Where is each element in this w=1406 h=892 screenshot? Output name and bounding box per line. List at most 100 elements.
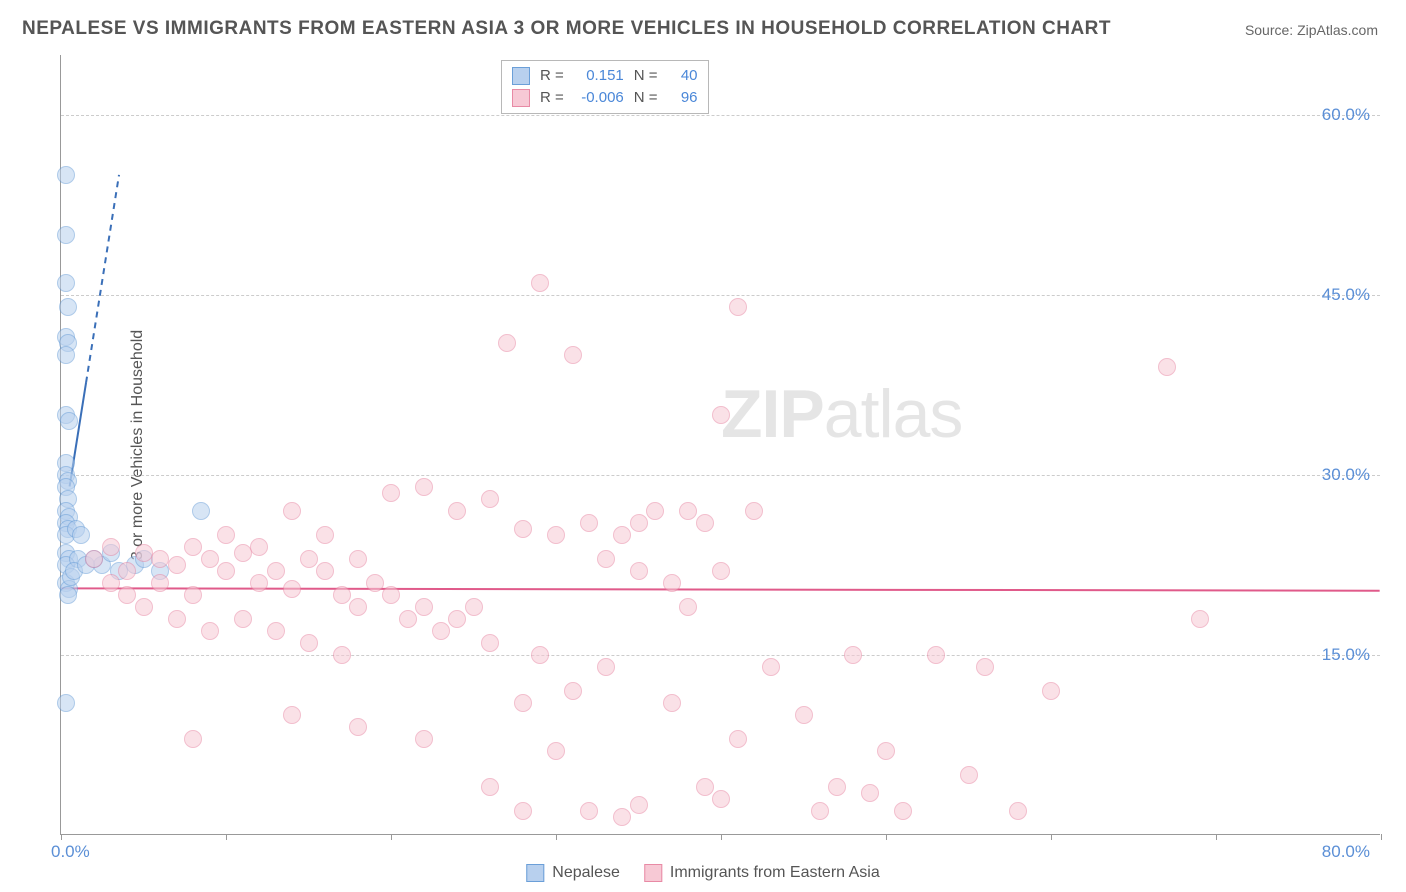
data-point [481,634,499,652]
data-point [135,598,153,616]
x-tick [1216,834,1217,840]
legend-item: Immigrants from Eastern Asia [644,864,880,882]
data-point [283,580,301,598]
data-point [597,658,615,676]
data-point [531,274,549,292]
data-point [729,298,747,316]
data-point [564,346,582,364]
data-point [349,718,367,736]
data-point [927,646,945,664]
data-point [646,502,664,520]
data-point [217,562,235,580]
x-axis-max-label: 80.0% [1322,842,1370,862]
data-point [663,574,681,592]
data-point [729,730,747,748]
data-point [415,730,433,748]
data-point [201,550,219,568]
data-point [828,778,846,796]
data-point [613,526,631,544]
data-point [59,586,77,604]
x-tick [61,834,62,840]
data-point [59,298,77,316]
data-point [57,346,75,364]
data-point [679,502,697,520]
data-point [1158,358,1176,376]
data-point [184,538,202,556]
legend-swatch [512,67,530,85]
legend-label: Nepalese [552,864,620,882]
data-point [762,658,780,676]
data-point [514,694,532,712]
data-point [201,622,219,640]
data-point [877,742,895,760]
r-value: 0.151 [574,65,624,87]
x-tick [226,834,227,840]
data-point [630,796,648,814]
data-point [300,550,318,568]
data-point [481,778,499,796]
correlation-stats-legend: R =0.151N =40R =-0.006N =96 [501,60,709,114]
data-point [580,802,598,820]
n-label: N = [634,65,658,87]
data-point [151,550,169,568]
legend-label: Immigrants from Eastern Asia [670,864,880,882]
data-point [57,694,75,712]
data-point [531,646,549,664]
data-point [135,544,153,562]
data-point [151,574,169,592]
data-point [316,562,334,580]
data-point [514,520,532,538]
data-point [399,610,417,628]
n-label: N = [634,87,658,109]
data-point [168,556,186,574]
data-point [316,526,334,544]
data-point [333,646,351,664]
data-point [366,574,384,592]
n-value: 96 [668,87,698,109]
r-value: -0.006 [574,87,624,109]
data-point [382,484,400,502]
data-point [217,526,235,544]
x-axis-min-label: 0.0% [51,842,90,862]
data-point [514,802,532,820]
data-point [498,334,516,352]
legend-swatch [644,864,662,882]
data-point [72,526,90,544]
data-point [349,550,367,568]
data-point [613,808,631,826]
x-tick [556,834,557,840]
data-point [267,562,285,580]
data-point [844,646,862,664]
data-point [349,598,367,616]
data-point [102,538,120,556]
data-point [234,544,252,562]
x-tick [1051,834,1052,840]
x-tick [1381,834,1382,840]
x-tick [886,834,887,840]
data-point [267,622,285,640]
data-point [432,622,450,640]
legend-swatch [512,89,530,107]
stats-legend-row: R =-0.006N =96 [512,87,698,109]
data-point [102,574,120,592]
data-point [564,682,582,700]
x-tick [391,834,392,840]
data-point [415,478,433,496]
data-point [250,538,268,556]
data-point [597,550,615,568]
legend-item: Nepalese [526,864,620,882]
chart-plot-area: 3 or more Vehicles in Household 15.0%30.… [60,55,1380,835]
data-point [712,790,730,808]
data-point [118,586,136,604]
data-point [630,562,648,580]
data-point [960,766,978,784]
data-point [1009,802,1027,820]
data-point [481,490,499,508]
data-point [745,502,763,520]
data-point [60,412,78,430]
data-point [712,406,730,424]
data-point [811,802,829,820]
data-point [250,574,268,592]
data-point [894,802,912,820]
data-point [1191,610,1209,628]
